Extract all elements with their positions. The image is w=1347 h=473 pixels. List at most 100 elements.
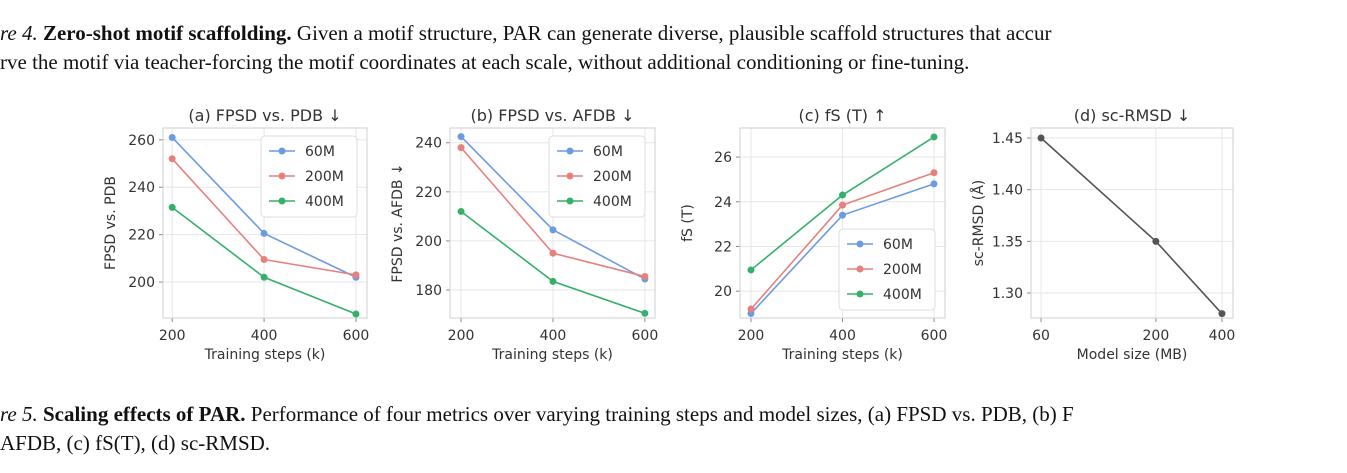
y-tick-label: 220 [415, 185, 442, 201]
legend-label: 60M [883, 237, 913, 253]
y-tick-label: 1.30 [992, 286, 1023, 302]
point [260, 255, 268, 263]
point [549, 226, 557, 234]
y-tick-label: 200 [415, 234, 442, 250]
legend-marker [566, 172, 574, 180]
x-tick-label: 200 [159, 328, 186, 344]
legend-box [548, 135, 646, 218]
point [747, 266, 755, 274]
legend-marker [566, 147, 574, 155]
y-tick-label: 240 [128, 180, 155, 196]
caption-top: re 4. Zero-shot motif scaffolding. Given… [0, 21, 1052, 45]
legend-marker [856, 265, 864, 273]
legend-label: 200M [593, 169, 632, 185]
x-tick-label: 400 [829, 328, 856, 344]
point [641, 273, 649, 281]
y-tick-label: 26 [714, 150, 732, 166]
y-axis-label: sc-RMSD (Å) [970, 180, 987, 266]
chart: 1.30 1.35 1.40 1.45 60 200 400 (d) sc-RMSD ↓ Mod… [970, 106, 1235, 363]
y-tick-label: 240 [415, 136, 442, 152]
chart: 200 220 240 260 200 400 600 (a) FPSD vs. PDB ↓ T… [103, 106, 369, 363]
y-tick-label: 220 [128, 228, 155, 244]
point [747, 305, 755, 313]
point [352, 310, 360, 318]
chart-title: (b) FPSD vs. AFDB ↓ [470, 106, 634, 125]
x-axis-label: Training steps (k) [204, 347, 326, 363]
point [260, 273, 268, 281]
chart-title: (c) fS (T) ↑ [799, 106, 887, 125]
caption-label: re 5. [0, 402, 38, 426]
x-axis-label: Model size (MB) [1077, 347, 1188, 363]
point [168, 155, 176, 163]
caption-title: Zero-shot motif scaffolding. [43, 21, 292, 45]
chart-title: (a) FPSD vs. PDB ↓ [188, 106, 341, 125]
caption-bottom: re 5. Scaling effects of PAR. Performanc… [0, 402, 1074, 426]
legend-marker [278, 197, 286, 205]
x-tick-label: 200 [1143, 328, 1170, 344]
y-tick-label: 260 [128, 133, 155, 149]
point [930, 133, 938, 141]
point [839, 201, 846, 209]
point [549, 249, 557, 257]
caption-title: Scaling effects of PAR. [43, 402, 246, 426]
x-tick-label: 600 [921, 328, 948, 344]
caption-text: Given a motif structure, PAR can generat… [297, 21, 1052, 45]
legend-label: 200M [305, 169, 344, 185]
x-axis-label: Training steps (k) [491, 347, 613, 363]
legend-label: 400M [305, 194, 344, 210]
y-tick-label: 1.40 [992, 183, 1023, 199]
legend-marker [278, 172, 286, 180]
y-tick-label: 1.35 [992, 234, 1023, 250]
plot-frame [162, 127, 368, 319]
legend-box [838, 228, 936, 311]
y-axis-label: FPSD vs. PDB [103, 176, 119, 270]
caption-text: Performance of four metrics over varying… [251, 402, 1074, 426]
y-tick-label: 200 [128, 275, 155, 291]
point [457, 144, 465, 152]
x-tick-label: 400 [1209, 328, 1236, 344]
point [1218, 310, 1226, 318]
x-tick-label: 200 [738, 328, 765, 344]
y-tick-label: 22 [714, 239, 732, 255]
plot-frame [449, 127, 656, 319]
legend-label: 60M [305, 144, 335, 160]
legend-label: 400M [593, 194, 632, 210]
point [457, 207, 465, 215]
legend-label: 60M [593, 144, 623, 160]
chart: 180 200 220 240 200 400 600 (b) FPSD vs. AFDB ↓… [390, 106, 658, 363]
x-tick-label: 600 [632, 328, 659, 344]
point [549, 277, 557, 285]
point [260, 229, 268, 237]
legend-marker [278, 147, 286, 155]
legend-marker [566, 197, 574, 205]
x-tick-label: 400 [540, 328, 567, 344]
y-tick-label: 1.45 [992, 131, 1023, 147]
x-tick-label: 60 [1032, 328, 1050, 344]
plot-frame [1030, 127, 1234, 319]
chart: 20 22 24 26 200 400 600 (c) fS (T) ↑ Training st… [680, 106, 947, 363]
x-tick-label: 400 [251, 328, 278, 344]
point [839, 211, 846, 219]
point [930, 169, 938, 177]
caption-text: rve the motif via teacher-forcing the mo… [0, 50, 969, 74]
y-axis-label: fS (T) [680, 204, 696, 242]
y-axis-label: FPSD vs. AFDB ↓ [390, 163, 406, 282]
point [168, 133, 176, 141]
point [1152, 237, 1160, 245]
point [1037, 134, 1045, 142]
legend-label: 400M [883, 287, 922, 303]
x-axis-label: Training steps (k) [781, 347, 903, 363]
point [352, 271, 360, 279]
plot-frame [739, 127, 946, 319]
point [930, 180, 938, 188]
chart-title: (d) sc-RMSD ↓ [1074, 106, 1191, 125]
x-tick-label: 600 [343, 328, 370, 344]
y-tick-label: 24 [714, 195, 732, 211]
point [168, 203, 176, 211]
legend-label: 200M [883, 262, 922, 278]
legend-marker [856, 290, 864, 298]
legend-marker [856, 240, 864, 248]
y-tick-label: 180 [415, 283, 442, 299]
point [641, 309, 649, 317]
